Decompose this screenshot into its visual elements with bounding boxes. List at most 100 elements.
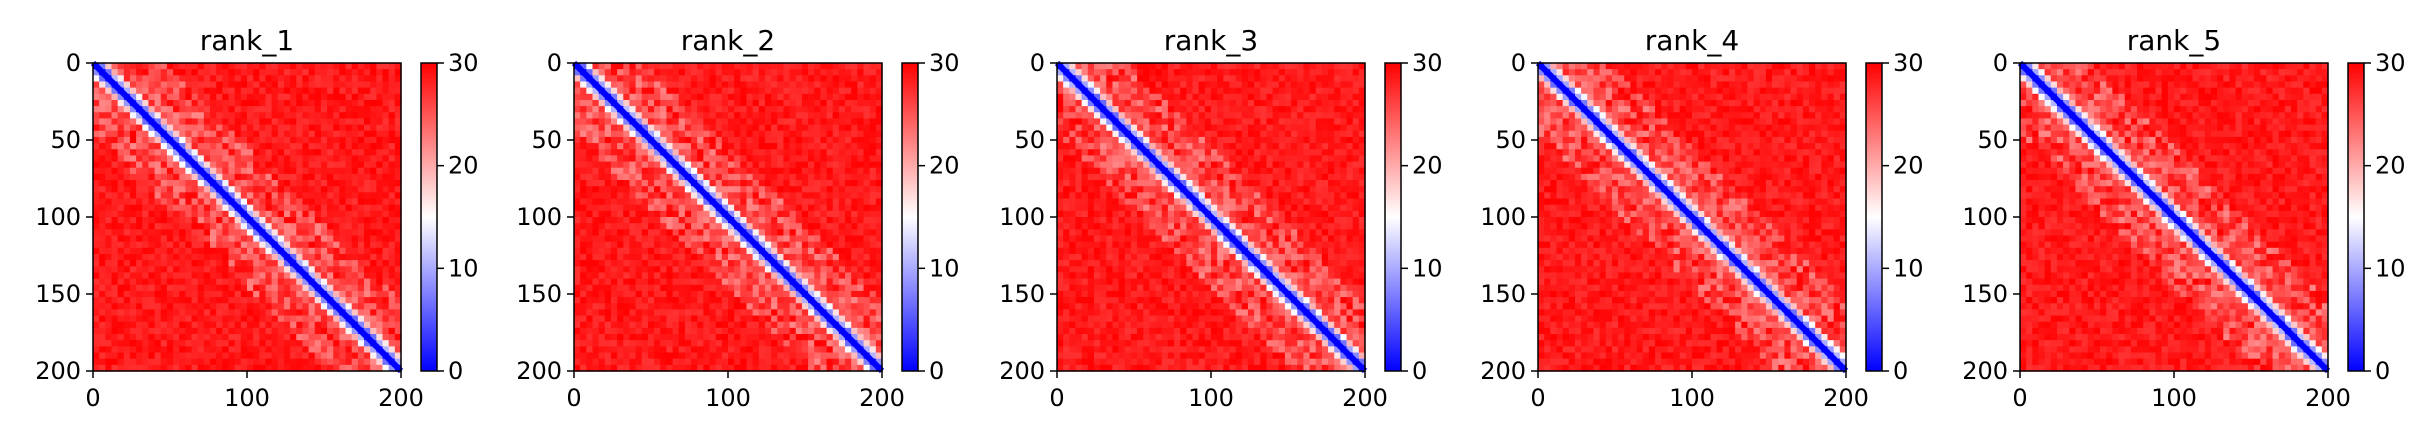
heatmap-cell xyxy=(357,99,365,107)
heatmap-cell xyxy=(629,247,637,255)
heatmap-cell xyxy=(875,118,883,126)
heatmap-cell xyxy=(641,99,649,107)
heatmap-cell xyxy=(382,75,390,83)
heatmap-cell xyxy=(210,321,217,329)
heatmap-cell xyxy=(364,253,371,261)
heatmap-cell xyxy=(845,327,852,335)
heatmap-cell xyxy=(394,272,402,280)
heatmap-cell xyxy=(863,334,871,341)
heatmap-cell xyxy=(376,315,384,323)
heatmap-cell xyxy=(666,124,674,132)
heatmap-cell xyxy=(234,266,242,274)
heatmap-cell xyxy=(296,81,304,89)
heatmap-cell xyxy=(154,229,162,237)
heatmap-cell xyxy=(290,75,297,83)
heatmap-cell xyxy=(586,334,594,341)
heatmap-cell xyxy=(327,340,334,347)
heatmap-cell xyxy=(357,217,365,224)
heatmap-cell xyxy=(259,143,267,150)
heatmap-cell xyxy=(666,210,674,218)
heatmap-cell xyxy=(814,124,821,132)
heatmap-cell xyxy=(672,75,680,83)
heatmap-cell xyxy=(746,93,754,101)
heatmap-cell xyxy=(783,112,791,120)
heatmap-cell xyxy=(173,180,180,187)
heatmap-cell xyxy=(259,149,267,156)
heatmap-cell xyxy=(740,309,748,317)
heatmap-cell xyxy=(247,241,254,249)
heatmap-cell xyxy=(592,204,600,212)
heatmap-cell xyxy=(771,149,778,156)
heatmap-cell xyxy=(808,327,815,335)
heatmap-cell xyxy=(222,161,230,169)
heatmap-cell xyxy=(228,346,236,354)
heatmap-cell xyxy=(845,229,852,237)
heatmap-cell xyxy=(357,297,365,304)
heatmap-cell xyxy=(592,75,600,83)
heatmap-cell xyxy=(93,204,100,212)
heatmap-cell xyxy=(795,352,803,360)
heatmap-cell xyxy=(222,130,230,138)
heatmap-cell xyxy=(277,315,285,323)
heatmap-cell xyxy=(357,315,365,323)
heatmap-cell xyxy=(795,229,803,237)
heatmap-cell xyxy=(345,352,353,360)
heatmap-cell xyxy=(154,358,162,366)
heatmap-cell xyxy=(617,198,624,206)
heatmap-cell xyxy=(277,260,285,267)
heatmap-cell xyxy=(814,210,821,218)
heatmap-cell xyxy=(795,186,803,193)
heatmap-cell xyxy=(641,124,649,132)
heatmap-cell xyxy=(771,229,778,237)
heatmap-cell xyxy=(795,63,803,70)
heatmap-cell xyxy=(129,130,137,138)
heatmap-cell xyxy=(660,210,667,218)
heatmap-cell xyxy=(382,297,390,304)
heatmap-cell xyxy=(814,327,821,335)
heatmap-cell xyxy=(136,340,143,347)
heatmap-cell xyxy=(179,278,186,286)
heatmap-cell xyxy=(580,241,587,249)
heatmap-cell xyxy=(752,272,760,280)
heatmap-cell xyxy=(789,161,797,169)
heatmap-cell xyxy=(814,186,821,193)
heatmap-cell xyxy=(666,235,674,243)
heatmap-cell xyxy=(869,149,877,156)
heatmap-cell xyxy=(327,106,334,113)
heatmap-cell xyxy=(105,229,113,237)
heatmap-cell xyxy=(99,303,106,310)
heatmap-cell xyxy=(382,223,390,230)
heatmap-cell xyxy=(758,161,766,169)
heatmap-cell xyxy=(660,260,667,267)
heatmap-cell xyxy=(240,247,248,255)
heatmap-cell xyxy=(320,198,328,206)
heatmap-cell xyxy=(117,192,125,200)
heatmap-cell xyxy=(629,112,637,120)
heatmap-cell xyxy=(684,352,692,360)
heatmap-cell xyxy=(333,118,340,126)
heatmap-cell xyxy=(320,204,328,212)
heatmap-cell xyxy=(814,290,821,298)
heatmap-cell xyxy=(820,210,828,218)
heatmap-cell xyxy=(185,136,193,144)
heatmap-cell xyxy=(351,352,359,360)
heatmap-cell xyxy=(283,266,291,274)
heatmap-cell xyxy=(826,93,834,101)
heatmap-cell xyxy=(234,198,242,206)
heatmap-cell xyxy=(364,340,371,347)
heatmap-cell xyxy=(623,75,631,83)
heatmap-cell xyxy=(758,149,766,156)
heatmap-cell xyxy=(111,247,119,255)
heatmap-cell xyxy=(691,204,698,212)
heatmap-cell xyxy=(283,352,291,360)
heatmap-cell xyxy=(240,290,248,298)
heatmap-cell xyxy=(351,186,359,193)
heatmap-cell xyxy=(302,192,310,200)
heatmap-cell xyxy=(173,358,180,366)
heatmap-cell xyxy=(222,180,230,187)
heatmap-cell xyxy=(253,303,260,310)
heatmap-cell xyxy=(259,241,267,249)
heatmap-cell xyxy=(789,149,797,156)
heatmap-cell xyxy=(376,167,384,175)
heatmap-cell xyxy=(339,303,347,310)
